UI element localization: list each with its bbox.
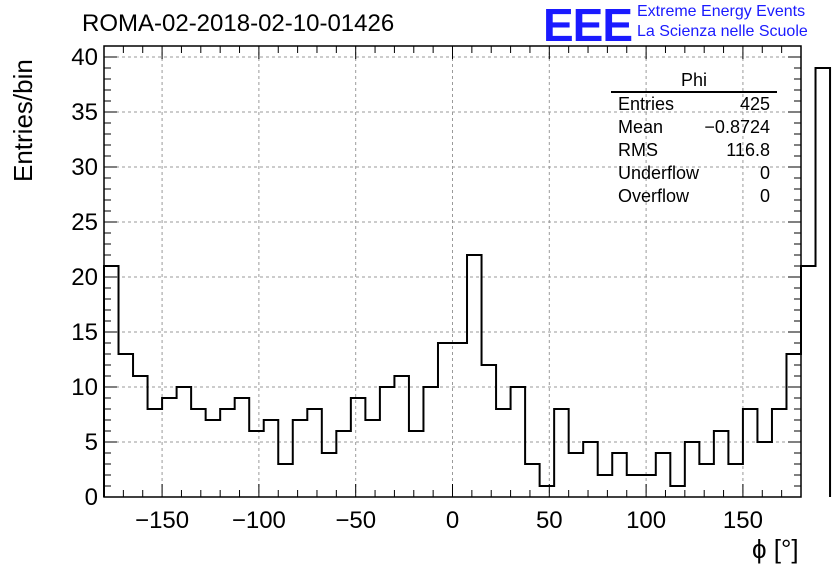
histogram-bin [409,431,424,497]
x-tick-label: 0 [446,507,459,534]
histogram-bin [525,464,540,497]
histogram-bin [641,475,656,497]
histogram-bin [540,486,555,497]
y-tick-label: 20 [71,264,98,291]
x-axis-label: ϕ [°] [752,534,799,564]
stats-label: Entries [618,94,675,114]
y-tick-label: 0 [85,484,98,511]
eee-logo: EEE [543,0,633,51]
histogram-bin [278,464,293,497]
histogram-bin [801,266,816,497]
stats-row-rms: RMS 116.8 [611,139,777,162]
x-tick-label: 150 [723,507,763,534]
x-tick-label: 50 [536,507,563,534]
stats-value: 0 [759,186,770,206]
histogram-bin [119,354,134,497]
stats-label: Underflow [618,163,700,183]
histogram-bin [728,464,743,497]
stats-label: Mean [618,117,664,137]
histogram-bin [511,387,526,497]
histogram-bin [467,255,482,497]
histogram-bin [699,464,714,497]
histogram-bin [438,343,453,497]
plot-title: ROMA-02-2018-02-10-01426 [82,10,395,37]
y-tick-label: 10 [71,374,98,401]
x-tick-label: 100 [626,507,666,534]
histogram-bin [757,442,772,497]
histogram-outline [103,67,832,497]
histogram-bin [569,453,584,497]
histogram-bin [772,409,787,497]
histogram-bin [627,475,642,497]
y-tick-label: 35 [71,99,98,126]
histogram-bin [351,398,366,497]
y-tick-label: 30 [71,154,98,181]
histogram-bin [670,486,685,497]
histogram-bin [365,420,380,497]
x-tick-label: −50 [335,507,376,534]
stats-box: Phi Entries 425 Mean −0.8724 RMS 116.8 Unde… [611,70,777,208]
y-tick-label: 25 [71,209,98,236]
histogram [103,67,832,497]
stats-title: Phi [611,70,777,93]
histogram-bin [133,376,148,497]
histogram-bin [264,420,279,497]
histogram-bin [714,431,729,497]
histogram-bin [482,365,497,497]
stats-label: Overflow [618,186,690,206]
histogram-bin [453,343,468,497]
histogram-bin [249,431,264,497]
x-tick-label: −100 [232,507,286,534]
logo-subtitle-2: La Scienza nelle Scuole [637,23,808,40]
histogram-bin [656,453,671,497]
stats-row-mean: Mean −0.8724 [611,116,777,139]
histogram-bin [162,398,177,497]
histogram-bin [307,409,322,497]
logo-subtitle-1: Extreme Energy Events [637,3,806,20]
histogram-bin [743,409,758,497]
histogram-bin [220,409,235,497]
stats-label: RMS [618,140,658,160]
y-tick-label: 40 [71,44,98,71]
stats-value: 0 [759,163,770,183]
y-tick-label: 15 [71,319,98,346]
histogram-bin [496,409,511,497]
histogram-bin [612,453,627,497]
histogram-bin [380,387,395,497]
histogram-bin [322,453,337,497]
histogram-bin [293,420,308,497]
stats-row-entries: Entries 425 [611,93,777,116]
histogram-bin [685,442,700,497]
histogram-bin [394,376,409,497]
y-axis-label: Entries/bin [8,59,38,182]
stats-row-underflow: Underflow 0 [611,162,777,185]
histogram-bin [336,431,351,497]
stats-value: 425 [739,94,770,114]
stats-row-overflow: Overflow 0 [611,185,777,208]
histogram-bin [598,475,613,497]
axis-ticks: −150 −100 −50 0 50 100 150 0 5 10 15 20 25 30 35 40 [71,44,802,534]
histogram-bin [583,442,598,497]
stats-value: 116.8 [726,140,770,160]
histogram-bin [235,398,250,497]
histogram-bin [554,409,569,497]
histogram-bin [423,387,438,497]
histogram-bin [206,420,221,497]
stats-value: −0.8724 [704,117,770,137]
grid-lines [104,46,801,498]
histogram-bin [177,387,192,497]
histogram-bin [191,409,206,497]
x-tick-label: −150 [135,507,189,534]
histogram-bin [148,409,163,497]
histogram-bin [104,266,119,497]
histogram-bin [816,68,831,497]
histogram-bin [786,354,801,497]
y-tick-label: 5 [85,429,98,456]
